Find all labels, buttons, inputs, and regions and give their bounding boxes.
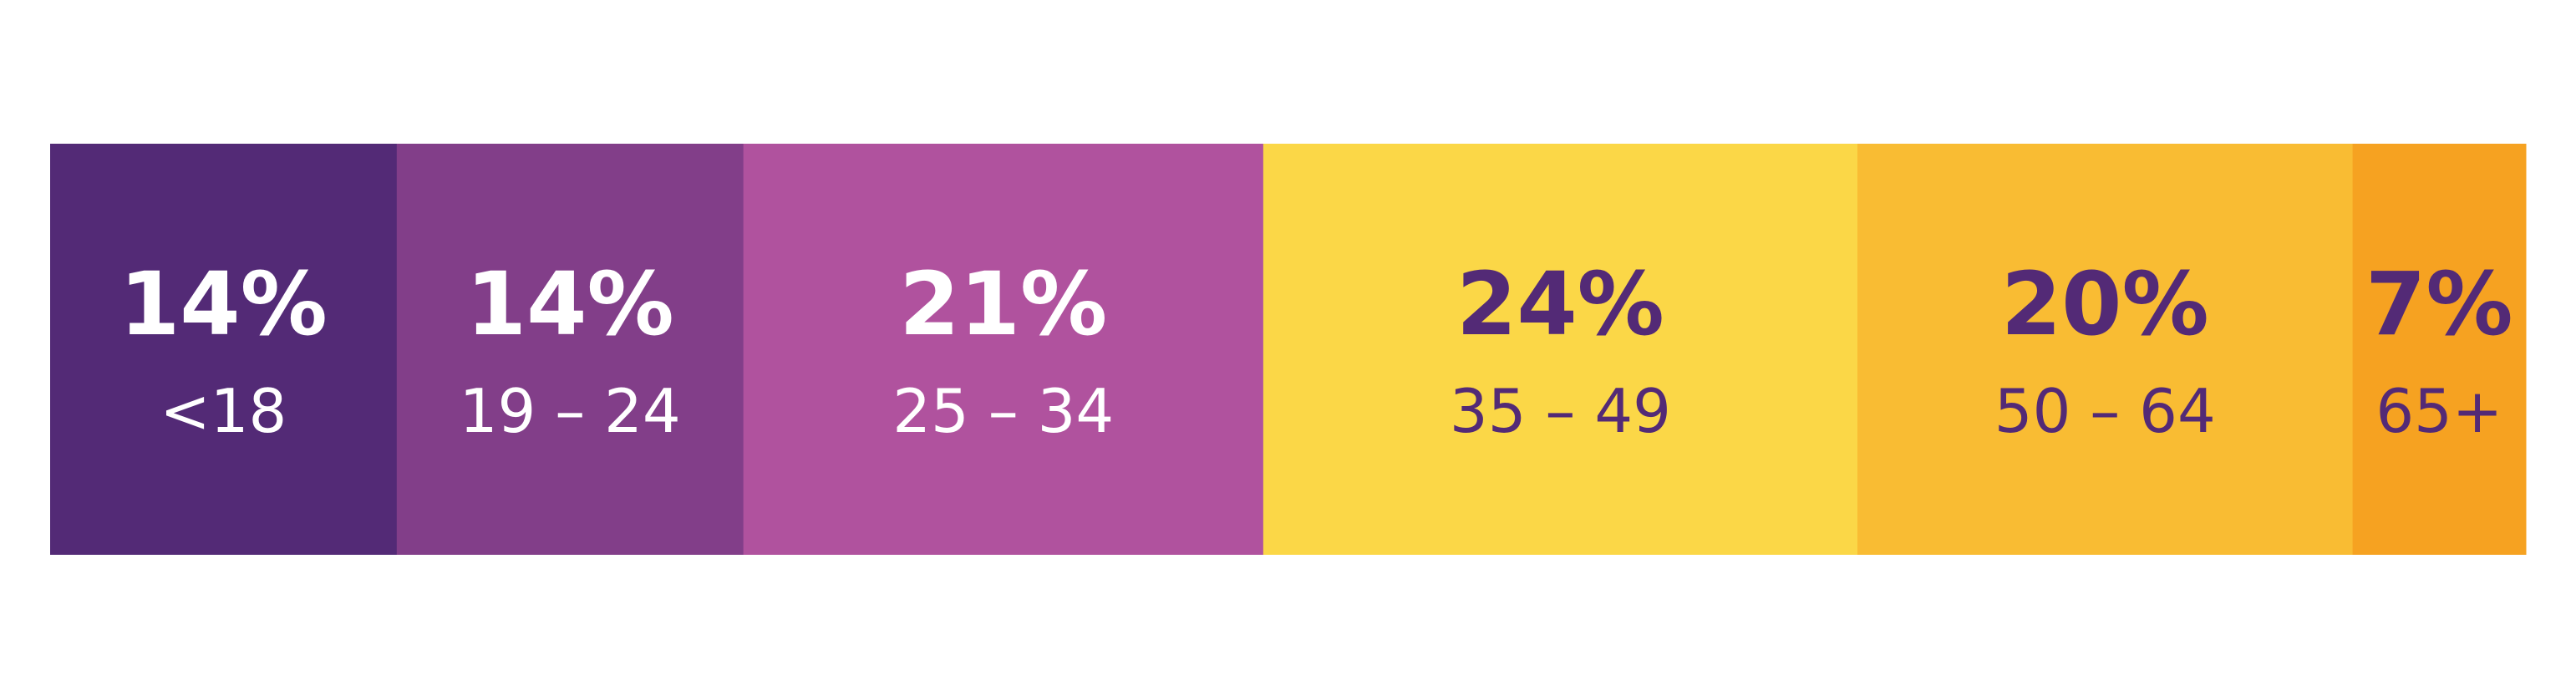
value-label: 14% [466, 253, 674, 355]
value-label: 21% [899, 253, 1107, 355]
value-label: 7% [2365, 253, 2513, 355]
bar-segment [1857, 144, 2354, 555]
bar-segment [396, 144, 744, 555]
bar-segment [2352, 144, 2527, 555]
bar-segment [50, 144, 398, 555]
category-label: <18 [160, 376, 287, 446]
category-label: 19 – 24 [460, 376, 681, 446]
category-label: 50 – 64 [1994, 376, 2216, 446]
segment-5: 20% 50 – 64 [1857, 144, 2354, 555]
segment-3: 21% 25 – 34 [743, 144, 1264, 555]
segment-1: 14%<18 [50, 144, 398, 555]
value-label: 20% [2001, 253, 2209, 355]
segment-4: 24% 35 – 49 [1263, 144, 1858, 555]
category-label: 35 – 49 [1450, 376, 1671, 446]
category-label: 65+ [2375, 376, 2502, 446]
segment-6: 7%65+ [2352, 144, 2527, 555]
value-label: 24% [1456, 253, 1664, 355]
bar-segment [743, 144, 1264, 555]
segment-2: 14% 19 – 24 [396, 144, 744, 555]
category-label: 25 – 34 [892, 376, 1114, 446]
value-label: 14% [119, 253, 328, 355]
bar-segment [1263, 144, 1858, 555]
